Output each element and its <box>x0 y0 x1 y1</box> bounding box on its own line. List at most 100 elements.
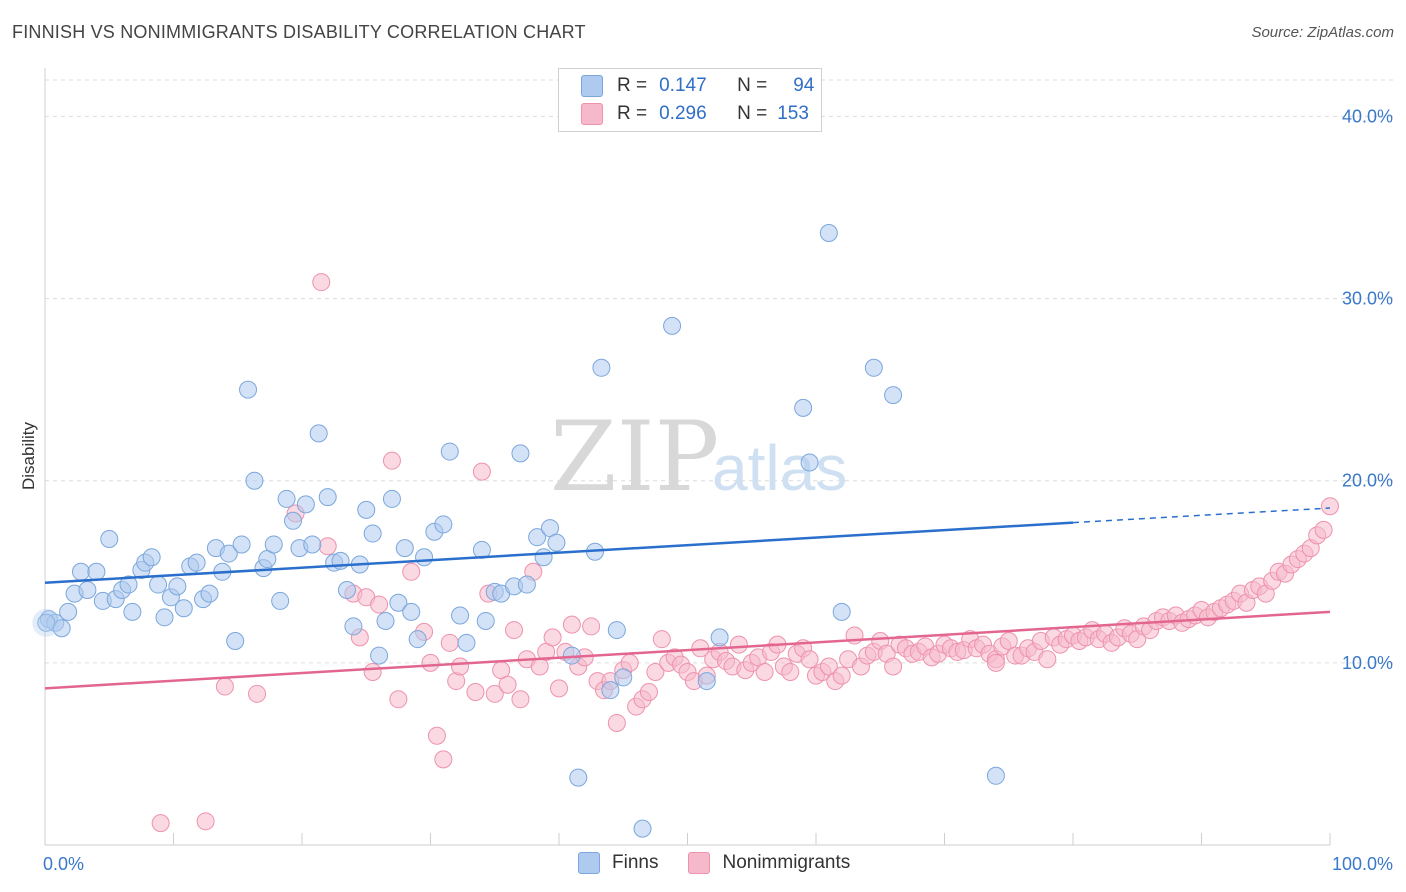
point-finns <box>78 581 97 599</box>
point-finns <box>986 766 1005 785</box>
point-nonimmigrants <box>505 621 524 640</box>
legend-n-value-finns: 94 <box>793 75 815 96</box>
point-finns <box>71 562 90 581</box>
point-nonimmigrants <box>370 595 389 614</box>
point-nonimmigrants <box>800 650 819 669</box>
series-nonimmigrants <box>151 273 1339 833</box>
trend-line-finns <box>44 521 1074 584</box>
point-finns <box>123 602 142 621</box>
y-axis-label: Disability <box>19 421 38 490</box>
legend-r-label: R = <box>617 75 648 96</box>
point-nonimmigrants <box>485 684 504 703</box>
point-finns <box>370 646 389 665</box>
legend-n-label: N = <box>737 75 768 96</box>
bottom-legend-label-nonimmigrants: Nonimmigrants <box>722 852 851 873</box>
bottom-legend-swatch-finns <box>578 852 600 874</box>
point-finns <box>451 606 470 625</box>
point-finns-large <box>32 608 61 637</box>
chart-title: FINNISH VS NONIMMIGRANTS DISABILITY CORR… <box>12 22 586 42</box>
point-finns <box>296 495 315 514</box>
point-finns <box>318 488 337 507</box>
point-nonimmigrants <box>550 679 568 698</box>
point-finns <box>87 562 106 581</box>
point-finns <box>239 380 258 399</box>
point-nonimmigrants <box>427 726 446 745</box>
point-finns <box>710 628 729 647</box>
point-nonimmigrants <box>639 683 658 701</box>
point-finns <box>434 515 453 534</box>
watermark: ZIP atlas <box>550 401 847 513</box>
point-finns <box>357 500 376 519</box>
x-tick-label-max: 100.0% <box>1332 854 1393 874</box>
point-finns <box>200 584 219 603</box>
point-nonimmigrants <box>421 653 440 672</box>
x-tick-label-min: 0.0% <box>43 854 84 874</box>
point-nonimmigrants <box>986 653 1005 672</box>
point-finns <box>149 575 168 594</box>
point-nonimmigrants <box>451 657 470 676</box>
point-finns <box>800 453 819 472</box>
point-finns <box>174 599 193 618</box>
point-nonimmigrants <box>562 615 581 634</box>
chart-source: Source: ZipAtlas.com <box>1251 24 1394 41</box>
bottom-legend: Finns Nonimmigrants <box>578 852 880 874</box>
point-finns <box>395 539 414 558</box>
point-nonimmigrants <box>466 683 485 701</box>
point-nonimmigrants <box>498 675 517 694</box>
point-finns <box>663 316 682 335</box>
bottom-legend-swatch-nonimmigrants <box>688 852 711 874</box>
point-nonimmigrants <box>755 662 774 681</box>
point-nonimmigrants <box>312 273 331 292</box>
point-finns <box>633 819 652 838</box>
point-finns <box>264 535 283 554</box>
point-nonimmigrants <box>511 690 530 709</box>
legend-r-value-nonimmigrants: 0.296 <box>659 103 707 124</box>
point-finns <box>271 591 290 610</box>
point-finns <box>534 548 553 567</box>
point-finns <box>402 602 421 621</box>
point-finns <box>142 548 161 567</box>
point-finns <box>832 602 851 621</box>
point-nonimmigrants <box>781 662 800 681</box>
point-finns <box>511 444 530 463</box>
point-finns <box>337 581 356 599</box>
bottom-legend-finns: Finns <box>578 852 658 874</box>
point-finns <box>168 577 187 596</box>
point-nonimmigrants <box>543 628 562 647</box>
point-nonimmigrants <box>646 662 665 681</box>
point-nonimmigrants <box>607 713 626 732</box>
point-finns <box>408 630 427 649</box>
point-finns <box>59 602 78 621</box>
point-finns <box>569 768 588 787</box>
point-finns <box>232 535 251 554</box>
point-nonimmigrants <box>472 462 491 481</box>
y-tick-label: 20.0% <box>1342 471 1393 491</box>
point-nonimmigrants <box>729 635 748 654</box>
legend-r-label: R = <box>617 103 648 124</box>
y-tick-label: 30.0% <box>1342 289 1393 309</box>
point-finns <box>517 575 536 594</box>
gridlines <box>45 79 1394 664</box>
trend-lines <box>44 507 1331 690</box>
point-finns <box>415 548 434 567</box>
point-finns <box>187 553 206 572</box>
point-finns <box>389 593 408 612</box>
legend-n-label: N = <box>737 103 768 124</box>
point-finns <box>219 544 238 563</box>
axes <box>44 68 1331 846</box>
point-finns <box>309 424 328 443</box>
point-finns <box>592 358 611 377</box>
point-nonimmigrants <box>389 690 408 709</box>
point-finns <box>440 442 459 461</box>
point-nonimmigrants <box>582 617 601 636</box>
point-nonimmigrants <box>363 662 382 681</box>
point-nonimmigrants <box>318 537 337 556</box>
point-finns <box>303 535 322 554</box>
point-finns <box>607 621 626 640</box>
point-nonimmigrants <box>248 684 267 703</box>
point-finns <box>472 540 491 559</box>
point-finns <box>226 632 245 650</box>
point-finns <box>601 681 620 700</box>
point-finns <box>528 528 547 547</box>
